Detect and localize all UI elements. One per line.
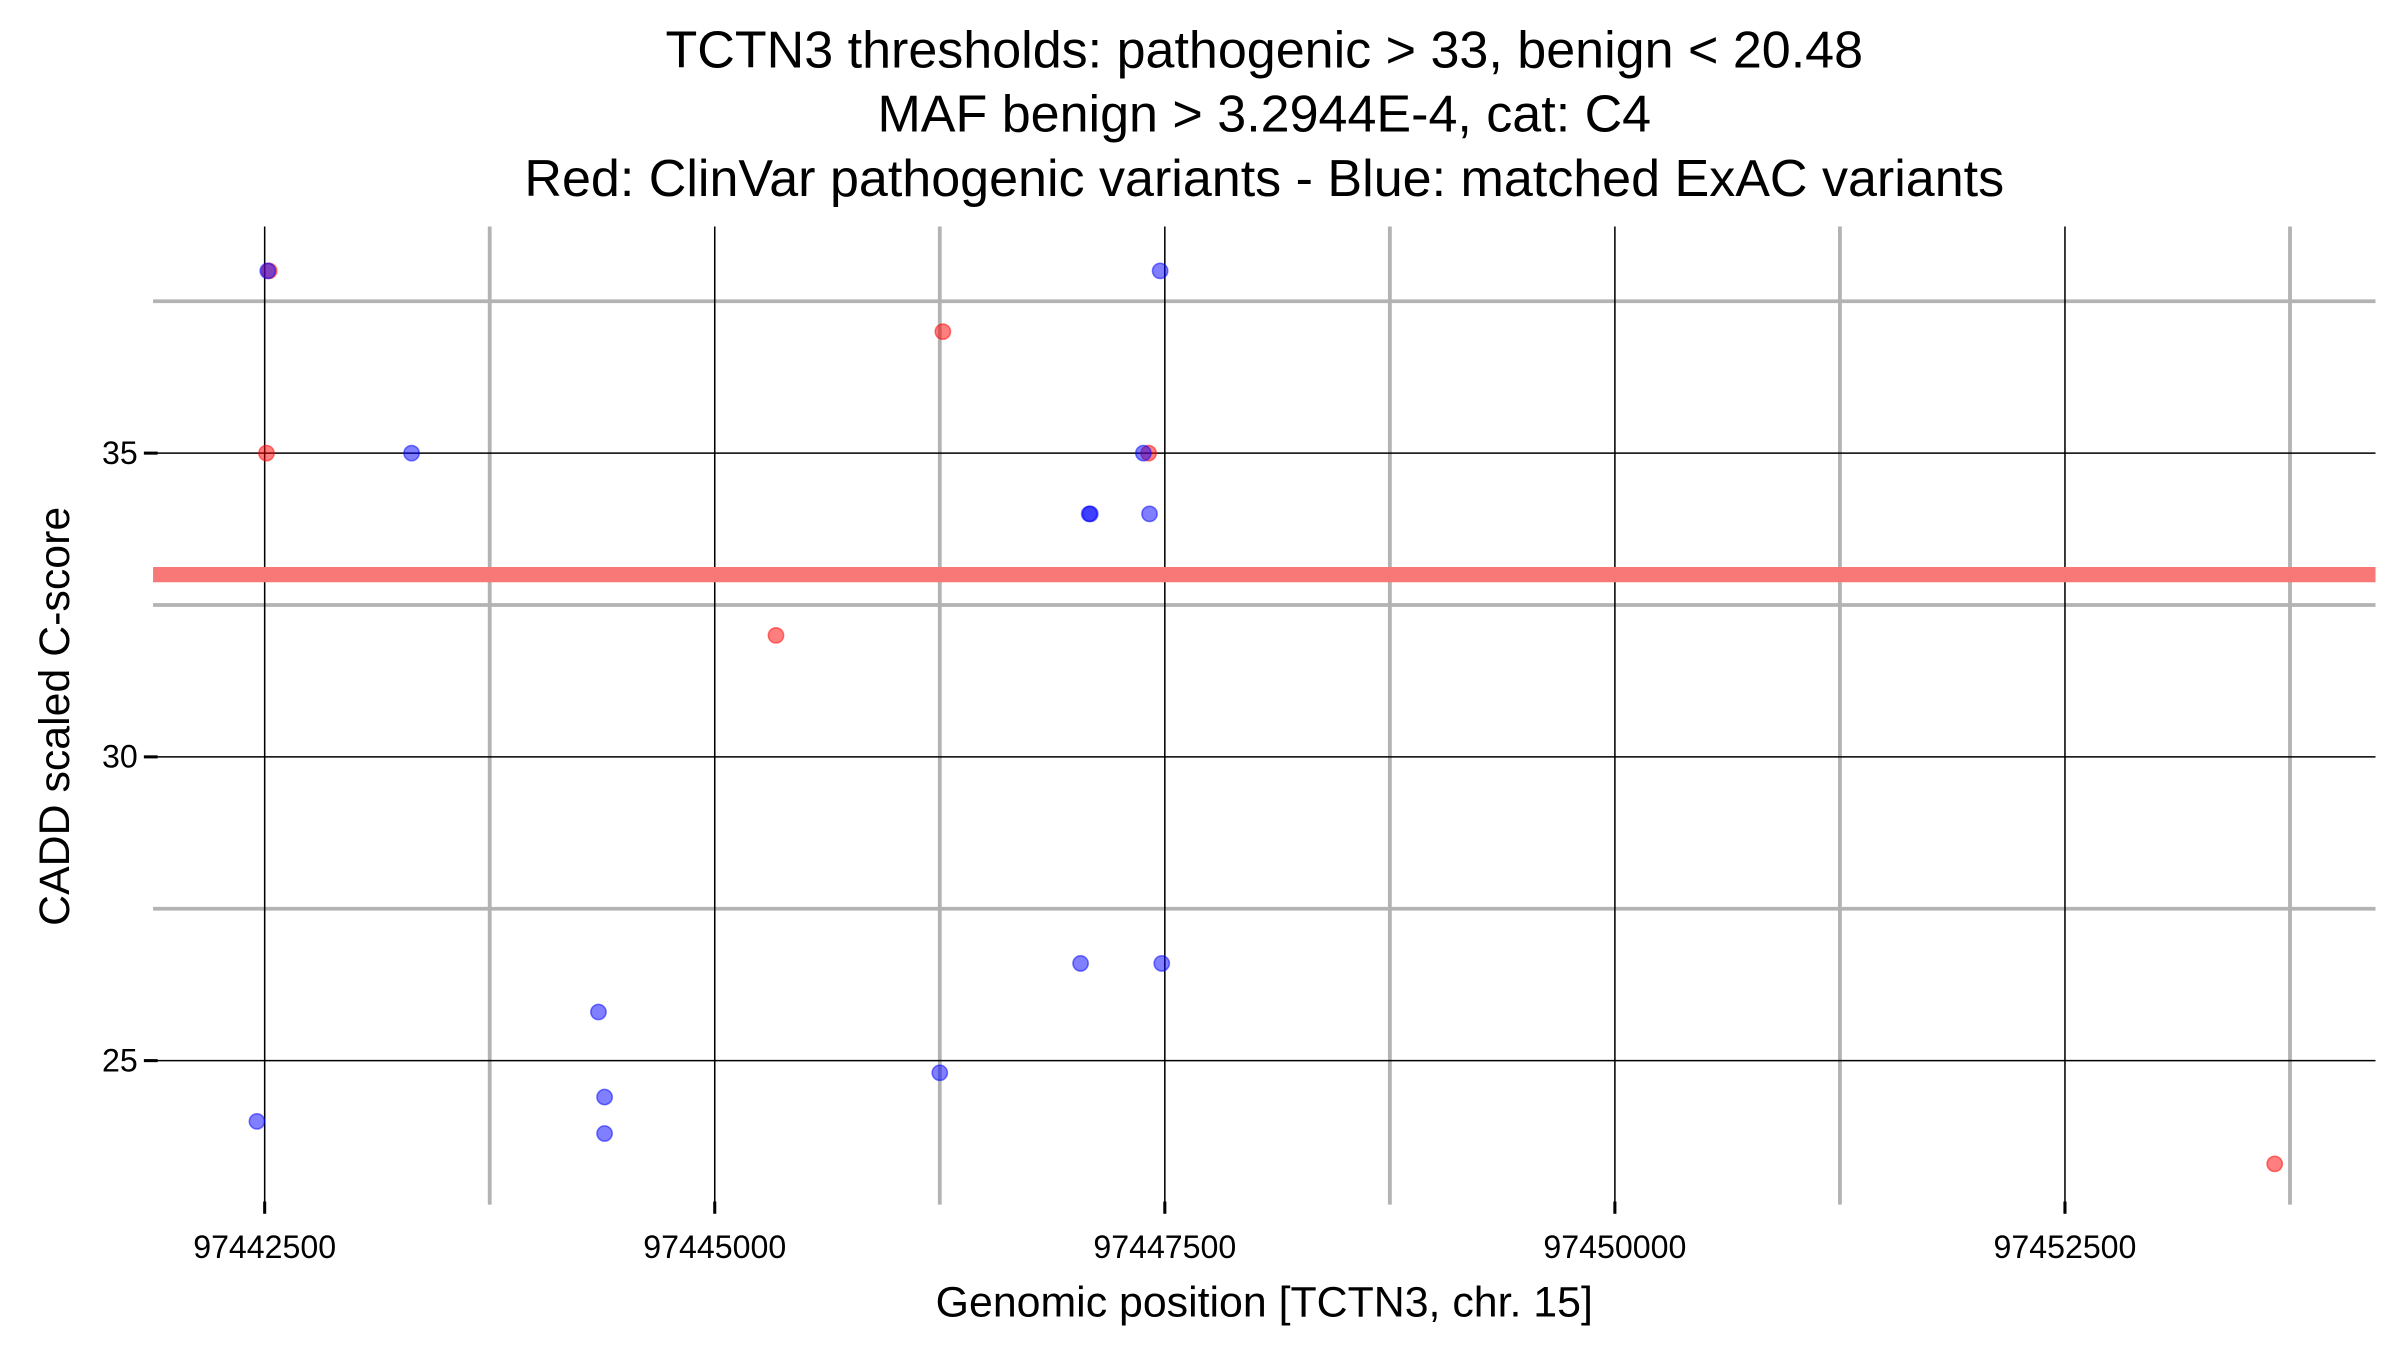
x-tick-label: 97445000: [643, 1229, 786, 1265]
exac-point: [1141, 505, 1158, 523]
clinvar-point: [934, 323, 952, 341]
exac-point: [931, 1064, 949, 1082]
x-tick-label: 97442500: [193, 1229, 336, 1265]
x-axis-label: Genomic position [TCTN3, chr. 15]: [936, 1278, 1593, 1326]
clinvar-point: [2266, 1155, 2284, 1173]
exac-point: [596, 1125, 613, 1142]
x-tick-label: 97450000: [1543, 1229, 1686, 1265]
clinvar-point: [258, 444, 275, 462]
exac-point: [1134, 444, 1152, 462]
chart-title: TCTN3 thresholds: pathogenic > 33, benig…: [524, 21, 2004, 208]
exac-point: [1072, 954, 1089, 972]
y-axis: 25 30 35: [102, 435, 158, 1078]
major-grid: [153, 226, 2376, 1205]
exac-point: [259, 262, 277, 280]
minor-grid: [153, 226, 2376, 1205]
exac-point: [1153, 954, 1171, 972]
exac-point: [1081, 505, 1099, 523]
exac-point: [403, 444, 421, 462]
y-tick-label: 25: [102, 1042, 138, 1078]
title-line-2: MAF benign > 3.2944E-4, cat: C4: [877, 86, 1651, 144]
title-line-1: TCTN3 thresholds: pathogenic > 33, benig…: [666, 21, 1864, 79]
points-layer: [248, 262, 2284, 1173]
clinvar-point: [767, 626, 785, 644]
title-line-3: Red: ClinVar pathogenic variants - Blue:…: [524, 150, 2004, 208]
exac-point: [596, 1088, 613, 1106]
x-tick-label: 97452500: [1993, 1229, 2136, 1265]
exac-point: [1151, 262, 1169, 280]
x-axis: 97442500 97445000 97447500 97450000 97452500: [193, 1201, 2136, 1265]
y-tick-label: 30: [102, 739, 138, 775]
y-axis-label: CADD scaled C-score: [31, 507, 79, 926]
exac-point: [248, 1112, 266, 1130]
y-tick-label: 35: [102, 435, 138, 471]
exac-point: [590, 1003, 607, 1021]
x-tick-label: 97447500: [1093, 1229, 1236, 1265]
